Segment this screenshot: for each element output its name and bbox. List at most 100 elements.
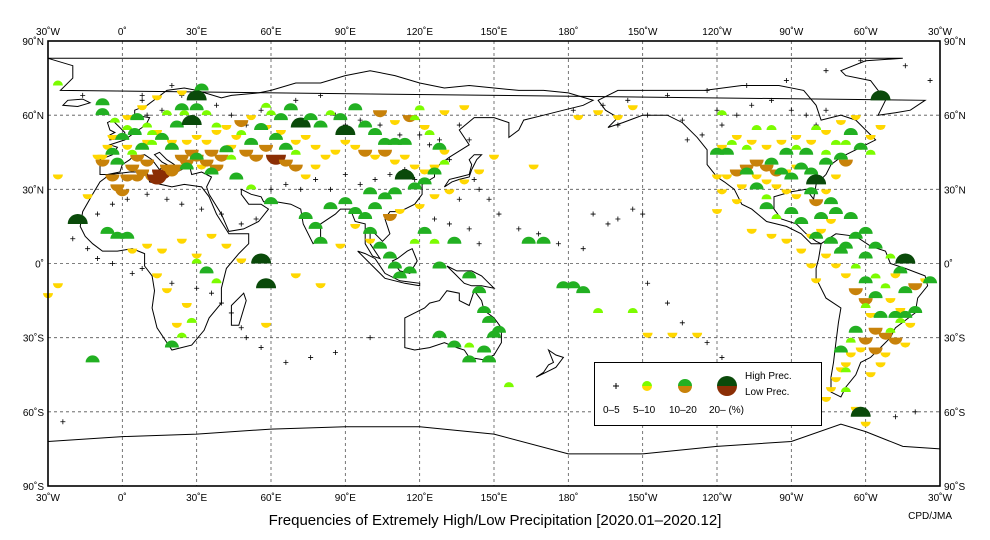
north-america-outline: [597, 85, 877, 245]
station-plus-marker: [139, 97, 145, 103]
station-plus-marker: [169, 280, 175, 286]
station-plus-marker: [238, 325, 244, 331]
station-high-marker: [432, 330, 447, 338]
south-america-outline: [815, 233, 929, 398]
lon-tick-label-bottom: 30˚E: [186, 492, 207, 504]
station-plus-marker: [570, 107, 576, 113]
station-high-marker: [244, 137, 259, 145]
station-low-marker: [171, 322, 182, 328]
legend-low-symbol: [717, 386, 737, 396]
legend-low-symbol: [678, 386, 692, 393]
legend-symbols: [613, 376, 737, 396]
africa-outline: [79, 171, 250, 351]
station-high-marker: [283, 103, 298, 111]
station-plus-marker: [139, 92, 145, 98]
station-high-marker: [397, 137, 412, 145]
station-high-marker: [858, 251, 873, 259]
station-high-marker: [424, 129, 435, 135]
station-high-marker: [845, 337, 856, 343]
station-low-marker: [340, 139, 351, 145]
station-high-marker: [219, 145, 234, 153]
station-low-marker: [796, 248, 807, 254]
station-low-marker: [865, 372, 876, 378]
station-plus-marker: [283, 359, 289, 365]
station-plus-marker: [555, 241, 561, 247]
station-high-marker: [464, 342, 475, 348]
station-high-marker: [627, 307, 638, 313]
station-plus-marker: [179, 201, 185, 207]
station-high-marker: [799, 147, 814, 155]
station-high-marker: [779, 147, 794, 155]
station-low-marker: [142, 243, 153, 249]
station-plus-marker: [253, 216, 259, 222]
lon-tick-label-bottom: 60˚W: [854, 492, 878, 504]
legend-box: High Prec. Low Prec. 0–5 5–10 10–20 20– …: [594, 362, 822, 426]
station-low-marker: [211, 130, 222, 135]
station-low-marker: [860, 421, 871, 427]
station-plus-marker: [615, 122, 621, 128]
station-low-marker: [821, 253, 832, 259]
greenland-outline: [47, 57, 927, 116]
station-plus-marker: [640, 211, 646, 217]
station-plus-marker: [387, 172, 393, 177]
station-high-marker: [870, 273, 881, 279]
station-high-marker: [870, 90, 891, 101]
lat-tick-label-left: 30˚S: [23, 333, 44, 345]
station-high-marker: [363, 187, 378, 195]
station-low-marker: [82, 194, 93, 200]
station-plus-marker: [769, 97, 775, 103]
station-low-marker: [122, 144, 133, 150]
lon-tick-label-top: 0˚: [118, 26, 127, 38]
station-high-marker: [840, 367, 851, 373]
station-high-marker: [462, 271, 477, 279]
station-high-marker: [759, 202, 774, 210]
station-low-marker: [875, 125, 886, 131]
station-high-marker: [576, 286, 591, 294]
station-high-marker: [169, 120, 184, 128]
station-low-marker: [315, 283, 326, 289]
station-low-marker: [838, 159, 853, 167]
lon-tick-label-bottom: 0˚: [118, 492, 127, 504]
station-low-marker: [900, 342, 911, 348]
lon-tick-label-bottom: 150˚E: [481, 492, 508, 504]
station-high-marker: [387, 261, 402, 269]
station-low-marker: [288, 164, 303, 172]
station-high-marker: [348, 207, 363, 215]
station-low-marker: [766, 233, 777, 239]
new-guinea-outline: [446, 265, 496, 290]
station-high-marker: [338, 197, 353, 205]
japan-outline: [443, 154, 483, 188]
station-low-marker: [746, 228, 757, 234]
station-high-marker: [194, 83, 209, 91]
station-low-marker: [791, 194, 802, 200]
station-high-marker: [135, 142, 150, 150]
station-low-marker: [414, 204, 425, 210]
station-low-marker: [176, 238, 187, 244]
station-high-marker: [204, 167, 219, 175]
station-high-marker: [335, 124, 356, 135]
station-low-marker: [290, 273, 301, 279]
station-high-marker: [85, 355, 100, 363]
station-low-marker: [105, 174, 120, 182]
station-plus-marker: [719, 354, 725, 360]
station-high-marker: [885, 327, 896, 333]
station-plus-marker: [144, 112, 150, 118]
legend-category-3: 20– (%): [709, 405, 745, 416]
station-low-marker: [736, 184, 747, 190]
station-high-marker: [447, 340, 462, 348]
station-plus-marker: [466, 226, 472, 232]
station-high-marker: [189, 103, 204, 111]
new-zealand-outline: [535, 348, 565, 378]
station-high-marker: [804, 187, 819, 195]
station-plus-marker: [70, 236, 76, 242]
station-high-marker: [865, 149, 876, 155]
station-low-marker: [746, 139, 757, 145]
station-plus-marker: [313, 176, 319, 182]
station-low-marker: [261, 322, 272, 328]
station-plus-marker: [124, 196, 130, 202]
borneo-outline: [391, 248, 418, 274]
lat-tick-label-left: 30˚N: [22, 184, 44, 196]
station-high-marker: [784, 172, 799, 180]
station-low-marker: [419, 125, 430, 131]
station-plus-marker: [144, 191, 150, 197]
